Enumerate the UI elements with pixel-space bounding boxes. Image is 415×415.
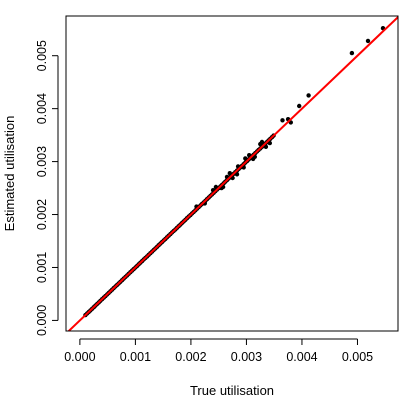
x-tick-label: 0.000 (64, 350, 95, 364)
data-point (247, 153, 252, 158)
y-tick-label: 0.002 (35, 199, 49, 230)
data-point (349, 50, 355, 56)
x-axis: 0.000 0.001 0.002 0.003 0.004 0.005 (64, 338, 373, 364)
plot-frame (65, 15, 399, 332)
data-point (297, 103, 302, 109)
data-point (263, 144, 269, 149)
x-tick-label: 0.002 (175, 350, 206, 364)
data-point (227, 171, 232, 176)
x-axis-label: True utilisation (190, 383, 274, 398)
x-tick-label: 0.001 (120, 350, 151, 364)
data-point (213, 184, 219, 190)
data-point (234, 172, 240, 177)
reference-line (67, 16, 398, 331)
y-axis: 0.000 0.001 0.002 0.003 0.004 0.005 (35, 40, 59, 336)
y-axis-label: Estimated utilisation (2, 116, 17, 232)
y-tick-label: 0.001 (35, 252, 49, 283)
y-tick-label: 0.003 (35, 146, 49, 177)
data-point (306, 93, 311, 98)
data-point (259, 139, 265, 145)
x-tick-label: 0.004 (286, 350, 317, 364)
data-point (243, 156, 248, 161)
y-tick-label: 0.005 (35, 40, 49, 71)
x-tick-label: 0.003 (231, 350, 262, 364)
data-point (280, 118, 285, 123)
data-point (250, 156, 256, 162)
data-point (267, 140, 272, 146)
y-tick-label: 0.004 (35, 93, 49, 124)
y-tick-label: 0.000 (35, 305, 49, 336)
reference-line-layer (67, 16, 398, 331)
data-point (365, 38, 371, 44)
x-tick-label: 0.005 (342, 350, 373, 364)
